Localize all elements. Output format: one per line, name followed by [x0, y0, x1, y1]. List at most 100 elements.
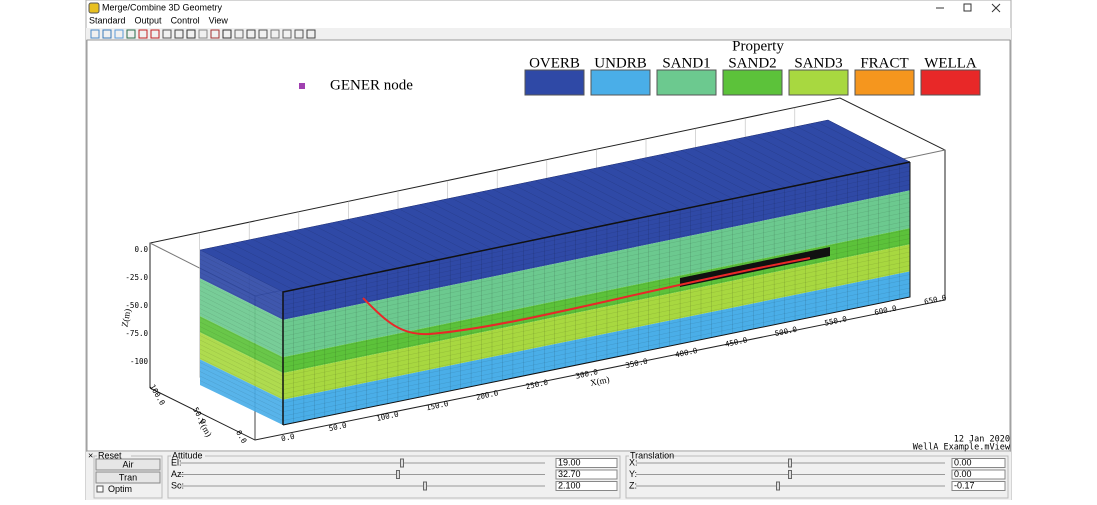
button-label[interactable]: Tran: [119, 472, 137, 482]
mesh-line: [282, 193, 911, 324]
toolbar-button[interactable]: [258, 29, 268, 39]
menu-item[interactable]: View: [209, 15, 229, 25]
toolbar-button[interactable]: [210, 29, 220, 39]
layer-front: [283, 162, 910, 320]
toolbar-button[interactable]: [222, 29, 232, 39]
mesh-line: [199, 303, 284, 346]
mesh-line: [199, 263, 284, 306]
z-tick-label: -75.0: [125, 329, 148, 338]
slider-thumb[interactable]: [400, 458, 404, 468]
legend-label: SAND2: [728, 55, 776, 71]
mesh-line: [199, 308, 284, 350]
mesh-line: [282, 175, 911, 306]
mesh-line: [199, 375, 284, 417]
legend-swatch: [722, 69, 783, 96]
mesh-line: [199, 344, 284, 386]
toolbar-button[interactable]: [138, 29, 148, 39]
mesh-line: [315, 225, 399, 269]
slider-thumb[interactable]: [396, 470, 400, 479]
toolbar-button[interactable]: [102, 29, 112, 39]
button-label[interactable]: Air: [123, 459, 134, 469]
value-box[interactable]: [951, 469, 1006, 480]
field-value[interactable]: 32.70: [558, 469, 581, 479]
mesh-line: [199, 380, 284, 421]
mesh-line: [733, 139, 817, 182]
slider-thumb[interactable]: [788, 458, 792, 468]
toolbar-button[interactable]: [174, 29, 184, 39]
legend-label: OVERB: [529, 55, 580, 71]
mesh-line: [282, 292, 911, 421]
field-value[interactable]: 0.00: [954, 457, 972, 467]
toolbar-button[interactable]: [150, 29, 160, 39]
z-tick-label: -25.0: [125, 273, 148, 282]
mesh-line: [451, 197, 535, 241]
mesh-line: [282, 179, 911, 310]
menu-item[interactable]: Control: [171, 15, 200, 25]
button[interactable]: [95, 458, 161, 471]
value-box[interactable]: [555, 458, 618, 468]
mesh-line: [282, 229, 911, 359]
menu-item[interactable]: Output: [135, 15, 163, 25]
field-value[interactable]: 2.100: [558, 480, 581, 490]
footer-date: 12 Jan 2020: [954, 435, 1010, 445]
mesh-line: [199, 321, 284, 364]
toolbar-button[interactable]: [294, 29, 304, 39]
mesh-line: [513, 184, 598, 228]
button[interactable]: [95, 471, 161, 484]
mesh-line: [472, 193, 556, 236]
toolbar-button[interactable]: [126, 29, 136, 39]
value-box[interactable]: [555, 469, 618, 480]
slider-thumb[interactable]: [788, 470, 792, 479]
toolbar-button[interactable]: [90, 29, 100, 39]
mesh-line: [199, 330, 284, 373]
mesh-line: [796, 126, 880, 169]
mesh-line: [282, 260, 911, 390]
z-tick-label: -100: [130, 357, 149, 366]
layer-side: [200, 359, 283, 425]
slider-thumb[interactable]: [423, 481, 427, 491]
toolbar-button[interactable]: [306, 29, 316, 39]
mesh-line: [199, 371, 284, 412]
value-box[interactable]: [555, 481, 618, 491]
mesh-line: [199, 339, 284, 381]
box-edge: [282, 162, 911, 426]
toolbar-button[interactable]: [234, 29, 244, 39]
toolbar-button[interactable]: [270, 29, 280, 39]
mesh-line: [492, 189, 577, 232]
window-controls[interactable]: [936, 3, 1001, 13]
toolbar-button[interactable]: [282, 29, 292, 39]
legend-swatch: [920, 69, 981, 96]
slider-thumb[interactable]: [776, 481, 780, 491]
toolbar-button[interactable]: [186, 29, 196, 39]
control-panel: [86, 452, 1011, 500]
mesh-line: [398, 208, 482, 252]
mesh-line: [199, 335, 284, 377]
mesh-line: [335, 221, 420, 265]
field-value[interactable]: 0.00: [954, 469, 972, 479]
toolbar-button[interactable]: [114, 29, 124, 39]
menu-item[interactable]: Standard: [89, 15, 126, 25]
group-title-bg: [171, 453, 205, 459]
mesh-line: [775, 130, 859, 174]
toolbar-button[interactable]: [162, 29, 172, 39]
value-box[interactable]: [951, 481, 1006, 491]
panel-close[interactable]: ×: [88, 450, 93, 460]
x-axis-label: X(m): [589, 374, 610, 388]
mesh-line: [282, 287, 911, 417]
legend-swatch: [656, 69, 717, 96]
toolbar-button[interactable]: [246, 29, 256, 39]
mesh-line: [597, 167, 681, 210]
mesh-line: [282, 247, 911, 377]
field-value[interactable]: -0.17: [954, 480, 975, 490]
field-value[interactable]: 19.00: [558, 457, 581, 467]
legend-label: SAND3: [794, 55, 842, 71]
value-box[interactable]: [951, 458, 1006, 468]
mesh-line: [199, 326, 284, 368]
toolbar-button[interactable]: [198, 29, 208, 39]
mesh-line: [282, 256, 911, 386]
mesh-line: [282, 215, 911, 346]
checkbox[interactable]: [96, 485, 104, 493]
mesh-line: [282, 274, 911, 404]
z-tick-label: -50.0: [125, 301, 148, 310]
group-box: [167, 455, 621, 499]
